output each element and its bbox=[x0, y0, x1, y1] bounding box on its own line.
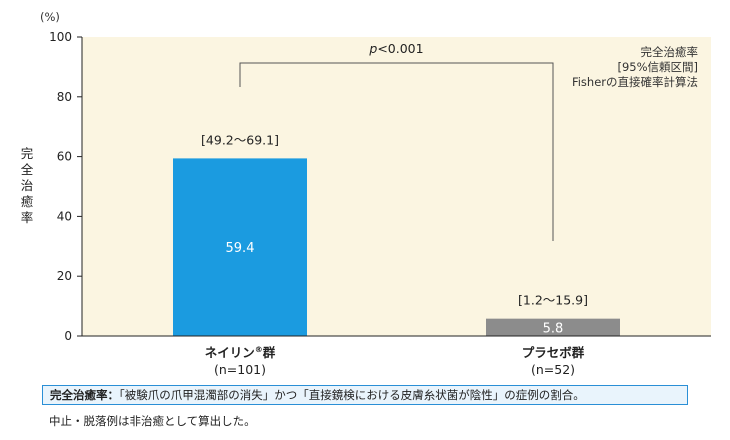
y-tick-label: 60 bbox=[57, 150, 72, 164]
y-tick-label: 100 bbox=[49, 30, 72, 44]
category-label: プラセボ群 bbox=[522, 345, 585, 360]
definition-note: 完全治癒率：「被験爪の爪甲混濁部の消失」かつ「直接鏡検における皮膚糸状菌が陰性」… bbox=[42, 385, 688, 405]
y-tick-label: 80 bbox=[57, 90, 72, 104]
p-symbol: p bbox=[368, 41, 377, 56]
y-tick-label: 20 bbox=[57, 269, 72, 283]
bar bbox=[173, 158, 307, 336]
bar bbox=[486, 318, 620, 336]
legend-line: [95%信頼区間] bbox=[617, 60, 698, 74]
legend-line: 完全治癒率 bbox=[641, 45, 699, 59]
ci-label: [49.2〜69.1] bbox=[201, 132, 279, 147]
p-value: <0.001 bbox=[377, 41, 423, 56]
category-label: ネイリン®群 bbox=[205, 345, 276, 360]
chart: 0 20 40 60 80 100 (%) 完全治癒率 59.4 [49.2〜69.1] 5.… bbox=[21, 10, 711, 377]
x-axis-categories: ネイリン®群 (n=101) プラセボ群 (n=52) bbox=[205, 345, 585, 377]
ci-label: [1.2〜15.9] bbox=[518, 293, 588, 308]
footnote: 中止・脱落例は非治癒として算出した。 bbox=[49, 414, 256, 428]
y-axis: 0 20 40 60 80 100 bbox=[49, 30, 83, 343]
definition-term: 完全治癒率： bbox=[50, 388, 119, 402]
legend-line: Fisherの直接確率計算法 bbox=[572, 75, 698, 89]
y-axis-label: 完全治癒率 bbox=[21, 146, 34, 225]
y-tick-label: 40 bbox=[57, 209, 72, 223]
legend: 完全治癒率[95%信頼区間]Fisherの直接確率計算法 bbox=[572, 45, 698, 89]
category-n-label: (n=101) bbox=[214, 362, 266, 377]
category-n-label: (n=52) bbox=[531, 362, 575, 377]
significance-bracket bbox=[239, 62, 554, 241]
bar-value-label: 5.8 bbox=[543, 321, 564, 336]
y-tick-label: 0 bbox=[64, 329, 72, 343]
y-axis-unit: (%) bbox=[40, 10, 60, 24]
bar-value-label: 59.4 bbox=[226, 241, 255, 256]
bars: 59.4 [49.2〜69.1] 5.8 [1.2〜15.9] bbox=[173, 132, 620, 336]
definition-text: 「被験爪の爪甲混濁部の消失」かつ「直接鏡検における皮膚糸状菌が陰性」の症例の割合… bbox=[119, 388, 585, 402]
p-value-label: p<0.001 bbox=[368, 41, 423, 56]
